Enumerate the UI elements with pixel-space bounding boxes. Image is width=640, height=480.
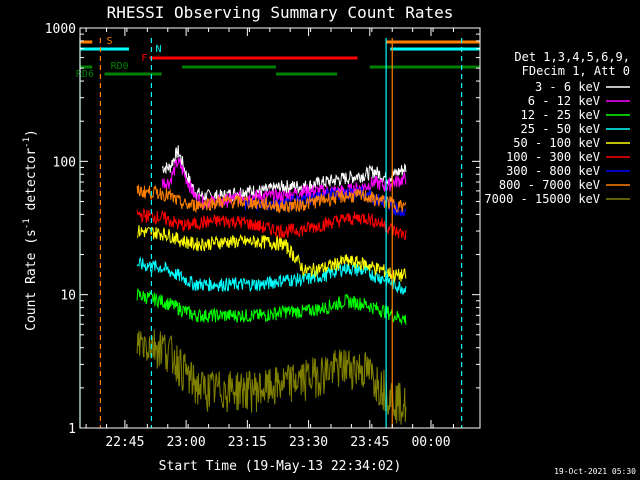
x-tick-label: 23:45	[350, 435, 389, 450]
flag-bars: S NF RD0 RD6	[76, 36, 480, 80]
legend-entry-label: 100 - 300 keV	[506, 150, 600, 164]
y-axis-label: Count Rate (s-1 detector-1)	[22, 129, 39, 331]
flag-label-rd6: RD6	[76, 69, 94, 80]
x-axis-label: Start Time (19-May-13 22:34:02)	[159, 459, 402, 474]
series-line-1	[161, 157, 407, 210]
legend-entry-label: 50 - 100 keV	[513, 136, 600, 150]
y-tick-label: 1000	[45, 22, 76, 37]
flag-label-n: N	[156, 44, 162, 55]
legend-entry-label: 800 - 7000 keV	[499, 178, 600, 192]
plot-frame	[79, 27, 481, 429]
legend-entry-label: 25 - 50 keV	[521, 122, 600, 136]
x-tick-label: 23:15	[228, 435, 267, 450]
series-line-2	[136, 287, 407, 326]
x-tick-label: 23:00	[167, 435, 206, 450]
x-tick-label: 22:45	[105, 435, 144, 450]
y-label-sup-1: -1	[22, 218, 32, 229]
legend-entry-label: 12 - 25 keV	[521, 108, 600, 122]
y-tick-label: 100	[53, 155, 76, 170]
axes-ticks: 22:45 23:00 23:15 23:30 23:45 00:00 1 10 100 1000	[45, 22, 480, 450]
footer-date: 19-Oct-2021 05:30	[554, 467, 636, 476]
x-tick-label: 00:00	[411, 435, 450, 450]
chart-title: RHESSI Observing Summary Count Rates	[107, 3, 454, 22]
series-line-5	[136, 207, 407, 240]
y-label-part-3: )	[24, 129, 39, 137]
series-line-7	[136, 184, 407, 214]
series-line-3	[136, 256, 407, 295]
legend-entry-label: 6 - 12 keV	[528, 94, 600, 108]
y-tick-label: 1	[68, 422, 76, 437]
series-group	[136, 145, 407, 425]
legend-entry-label: 3 - 6 keV	[535, 80, 600, 94]
svg-text:Count Rate (s-1 detector-1): Count Rate (s-1 detector-1)	[22, 129, 39, 331]
legend-header-line: FDecim 1, Att 0	[522, 64, 630, 78]
y-label-part-2: detector	[24, 148, 39, 219]
legend-header-line: Det 1,3,4,5,6,9,	[514, 50, 630, 64]
flag-label-f: F	[141, 53, 147, 64]
legend-entry-label: 300 - 800 keV	[506, 164, 600, 178]
x-tick-label: 23:30	[289, 435, 328, 450]
y-label-sup-2: -1	[22, 137, 32, 148]
flag-label-rd0: RD0	[111, 61, 129, 72]
series-line-4	[136, 225, 407, 283]
legend: Det 1,3,4,5,6,9,FDecim 1, Att 0 3 - 6 keV…	[484, 50, 630, 206]
y-tick-label: 10	[60, 289, 76, 304]
legend-entry-label: 7000 - 15000 keV	[484, 192, 600, 206]
y-label-part-1: Count Rate (s	[24, 229, 39, 331]
flag-label-s: S	[107, 36, 113, 47]
series-line-8	[136, 329, 407, 425]
